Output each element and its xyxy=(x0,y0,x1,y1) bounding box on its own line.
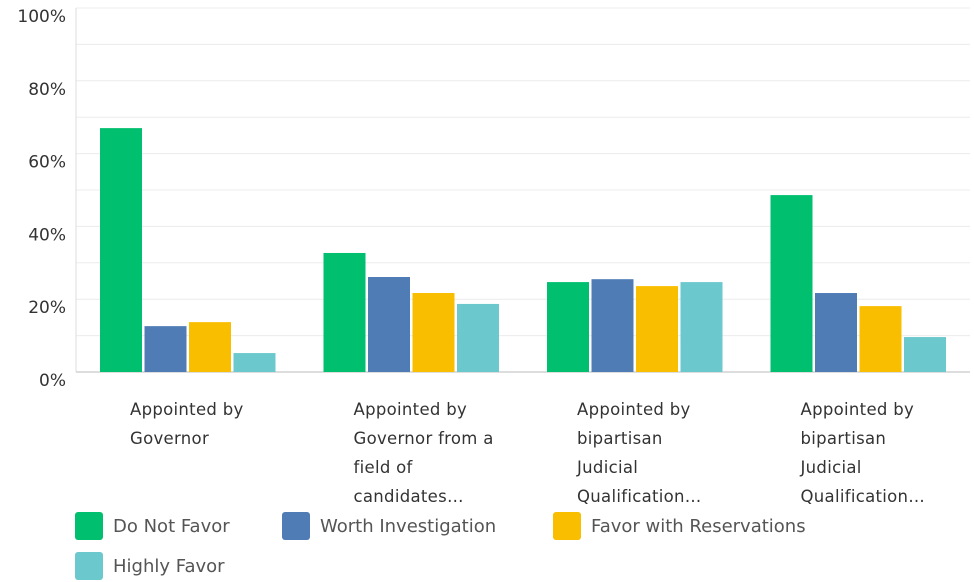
legend-item: Favor with Reservations xyxy=(553,512,806,540)
legend-label: Worth Investigation xyxy=(320,515,497,537)
bar xyxy=(680,282,723,372)
bar xyxy=(100,128,142,372)
bar xyxy=(144,326,187,372)
bar xyxy=(636,286,678,372)
y-tick-label: 60% xyxy=(28,153,66,173)
x-tick-label: Appointed by Governor xyxy=(130,400,244,448)
legend-swatch xyxy=(75,512,103,540)
legend-swatch xyxy=(282,512,310,540)
legend-item: Worth Investigation xyxy=(282,512,496,540)
bar xyxy=(412,293,455,372)
legend-swatch xyxy=(553,512,581,540)
y-tick-label: 20% xyxy=(28,298,66,318)
bar xyxy=(189,322,231,372)
bar xyxy=(815,293,857,372)
legend-swatch xyxy=(75,552,103,580)
bar xyxy=(368,276,410,372)
bar xyxy=(323,252,366,372)
y-tick-label: 100% xyxy=(17,7,66,27)
bar xyxy=(233,353,276,372)
x-tick-label: Appointed by bipartisan Judicial Qualifi… xyxy=(577,400,702,506)
y-tick-label: 40% xyxy=(28,225,66,245)
y-tick-label: 80% xyxy=(28,80,66,100)
legend-label: Favor with Reservations xyxy=(591,515,806,537)
legend-label: Do Not Favor xyxy=(113,515,230,537)
bar xyxy=(457,303,499,372)
legend-label: Highly Favor xyxy=(113,555,225,577)
bar xyxy=(859,306,902,372)
bar xyxy=(770,195,813,372)
bar xyxy=(547,282,589,372)
bar xyxy=(904,337,946,372)
bar xyxy=(591,279,634,372)
legend-item: Do Not Favor xyxy=(75,512,230,540)
y-tick-label: 0% xyxy=(39,371,66,391)
legend-item: Highly Favor xyxy=(75,552,225,580)
x-tick-label: Appointed by bipartisan Judicial Qualifi… xyxy=(800,400,926,506)
x-tick-label: Appointed by Governor from a field of ca… xyxy=(353,400,494,506)
